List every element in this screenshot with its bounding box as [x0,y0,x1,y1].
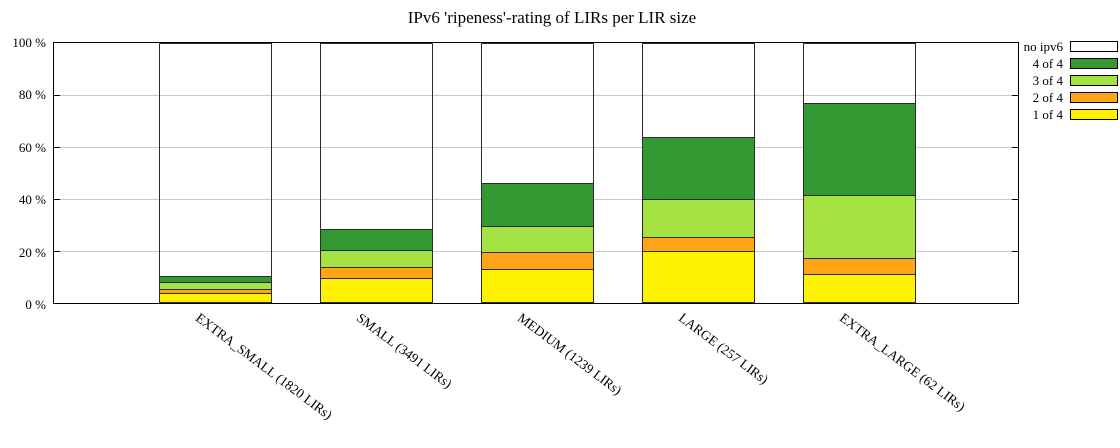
legend-row: 2 of 4 [1024,89,1118,105]
y-tick-mark [1012,199,1018,200]
y-tick-label: 40 % [18,192,46,208]
legend-label: 3 of 4 [1032,72,1063,88]
h-gridline [54,147,1018,148]
y-tick-mark [54,251,60,252]
bar-small [319,43,433,303]
x-category-label: LARGE (257 LIRs) [675,310,772,387]
x-category-label: EXTRA_SMALL (1820 LIRs) [192,310,336,423]
bar-segment [802,274,916,303]
legend-swatch [1070,108,1118,120]
bar-segment [158,292,272,303]
y-tick-mark [54,199,60,200]
bar-medium [480,43,594,303]
legend-swatch [1070,74,1118,86]
legend-row: 4 of 4 [1024,55,1118,71]
x-category-label: EXTRA_LARGE (62 LIRs) [836,310,969,415]
bar-extra_small [158,43,272,303]
legend-swatch [1070,40,1118,52]
y-tick-mark [1012,95,1018,96]
bar-segment [319,43,433,229]
bar-segment [641,43,755,137]
bar-segment [802,43,916,103]
legend-swatch [1070,57,1118,69]
y-tick-mark [54,95,60,96]
legend-label: 1 of 4 [1032,106,1063,122]
bar-segment [319,249,433,267]
legend-label: no ipv6 [1023,38,1063,54]
bar-segment [480,252,594,270]
y-tick-mark [1012,251,1018,252]
y-tick-label: 20 % [18,244,46,260]
y-tick-mark [1012,147,1018,148]
bar-large [641,43,755,303]
bar-segment [319,266,433,279]
y-tick-label: 60 % [18,139,46,155]
legend-swatch [1070,91,1118,103]
bar-segment [158,282,272,289]
bar-segment [480,43,594,184]
bar-segment [641,251,755,303]
y-tick-label: 0 % [25,297,46,312]
bar-segment [480,226,594,253]
plot-area [53,42,1019,304]
y-tick-label: 100 % [12,35,46,50]
y-tick-mark [54,147,60,148]
bar-segment [802,195,916,258]
h-gridline [54,95,1018,96]
y-tick-label: 80 % [18,87,46,103]
y-axis: 0 % 20 % 40 % 60 % 80 % 100 % [0,0,46,448]
bar-segment [158,275,272,283]
bar-segment [480,183,594,227]
bar-segment [802,102,916,196]
bar-segment [641,136,755,200]
bar-segment [480,269,594,303]
x-category-label: SMALL (3491 LIRs) [353,310,455,392]
legend-row: no ipv6 [1024,38,1118,54]
bar-segment [641,236,755,251]
legend-row: 3 of 4 [1024,72,1118,88]
legend-label: 4 of 4 [1032,55,1063,71]
chart-title: IPv6 'ripeness'-rating of LIRs per LIR s… [407,8,697,27]
bar-segment [158,288,272,293]
legend-label: 2 of 4 [1032,89,1063,105]
x-category-label: MEDIUM (1239 LIRs) [514,310,625,398]
legend-row: 1 of 4 [1024,106,1118,122]
bar-segment [158,43,272,276]
bar-segment [319,228,433,250]
bar-segment [802,257,916,275]
bar-segment [641,199,755,237]
bar-segment [319,278,433,303]
bar-extra_large [802,43,916,303]
